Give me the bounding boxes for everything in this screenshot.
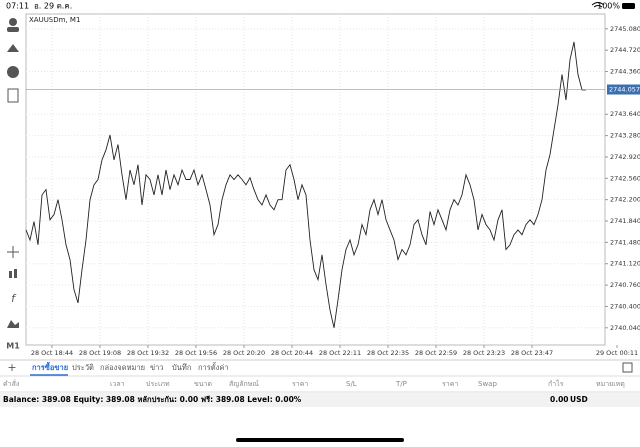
- x-tick-label: 28 Oct 23:23: [463, 349, 505, 357]
- y-tick-label: 2741.840: [610, 217, 640, 225]
- y-tick-label: 2741.480: [610, 238, 640, 246]
- x-tick-label: 28 Oct 22:35: [367, 349, 409, 357]
- price-line: [25, 41, 586, 328]
- status-date: อ. 29 ต.ค.: [34, 2, 72, 11]
- x-tick-label: 29 Oct 00:11: [596, 349, 638, 357]
- column-header: คำสั่ง: [3, 379, 19, 388]
- column-header: S/L: [346, 380, 357, 388]
- wifi-icon: [591, 2, 605, 8]
- y-tick-label: 2742.920: [610, 153, 640, 161]
- chat-icon[interactable]: [7, 66, 19, 78]
- x-tick-label: 28 Oct 18:44: [31, 349, 73, 357]
- column-header: ขนาด: [194, 380, 212, 388]
- crosshair-icon[interactable]: [7, 246, 19, 258]
- x-tick-label: 28 Oct 22:59: [415, 349, 457, 357]
- battery-icon: [622, 3, 635, 9]
- x-tick-label: 28 Oct 19:08: [79, 349, 121, 357]
- y-tick-label: 2740.400: [610, 302, 640, 310]
- tab[interactable]: บันทึก: [172, 363, 191, 372]
- column-header: ราคา: [292, 380, 308, 388]
- current-price-box: [607, 84, 640, 95]
- timeframe-button[interactable]: M1: [6, 342, 20, 351]
- x-tick-label: 28 Oct 19:32: [127, 349, 169, 357]
- indicator-icon[interactable]: [9, 271, 12, 278]
- y-tick-label: 2744.360: [610, 68, 640, 76]
- balance-bar: [0, 393, 640, 407]
- tab[interactable]: กล่องจดหมาย: [100, 363, 145, 372]
- chart-title: XAUUSDm, M1: [29, 16, 80, 24]
- y-tick-label: 2743.280: [610, 132, 640, 140]
- home-indicator: [236, 438, 404, 442]
- y-tick-label: 2743.640: [610, 110, 640, 118]
- y-tick-label: 2745.080: [610, 25, 640, 33]
- y-tick-label: 2742.560: [610, 174, 640, 182]
- tab[interactable]: ข่าว: [150, 363, 164, 372]
- column-header: สัญลักษณ์: [229, 380, 259, 388]
- y-tick-label: 2741.120: [610, 260, 640, 268]
- column-header: ราคา: [442, 380, 458, 388]
- column-header: หมายเหตุ: [596, 380, 625, 388]
- y-tick-label: 2740.040: [610, 324, 640, 332]
- y-tick-label: 2744.720: [610, 46, 640, 54]
- add-button[interactable]: +: [7, 361, 16, 374]
- column-header: ประเภท: [146, 380, 170, 388]
- x-tick-label: 28 Oct 20:20: [223, 349, 265, 357]
- column-header: Swap: [478, 380, 497, 388]
- trade-icon[interactable]: [7, 44, 19, 52]
- status-time: 07:11: [6, 2, 29, 11]
- status-battery: 100%: [597, 2, 620, 11]
- new-icon[interactable]: [7, 88, 19, 103]
- layout-button[interactable]: [622, 362, 633, 373]
- y-tick-label: 2740.760: [610, 281, 640, 289]
- account-icon-body: [7, 27, 19, 32]
- x-tick-label: 28 Oct 20:44: [271, 349, 313, 357]
- column-header: เวลา: [110, 380, 125, 388]
- tab[interactable]: การซื้อขาย: [32, 361, 68, 372]
- objects-icon[interactable]: [7, 320, 19, 328]
- account-profit: 0.00: [550, 395, 569, 404]
- function-icon[interactable]: f: [11, 292, 17, 305]
- tab[interactable]: การตั้งค่า: [198, 362, 229, 372]
- account-icon[interactable]: [9, 18, 17, 26]
- account-summary: Balance: 389.08 Equity: 389.08 หลักประกั…: [3, 395, 302, 404]
- toolbar: f: [7, 18, 19, 328]
- tab[interactable]: ประวัติ: [72, 363, 94, 372]
- x-tick-label: 28 Oct 23:47: [511, 349, 553, 357]
- current-price-label: 2744.057: [609, 86, 640, 94]
- column-header: T/P: [395, 380, 407, 388]
- indicator-icon-bar: [14, 269, 17, 278]
- column-header: กำไร: [548, 379, 564, 388]
- account-currency: USD: [570, 395, 588, 404]
- x-tick-label: 28 Oct 19:56: [175, 349, 217, 357]
- x-tick-label: 28 Oct 22:11: [319, 349, 361, 357]
- y-tick-label: 2742.200: [610, 196, 640, 204]
- plot-frame: [25, 13, 606, 346]
